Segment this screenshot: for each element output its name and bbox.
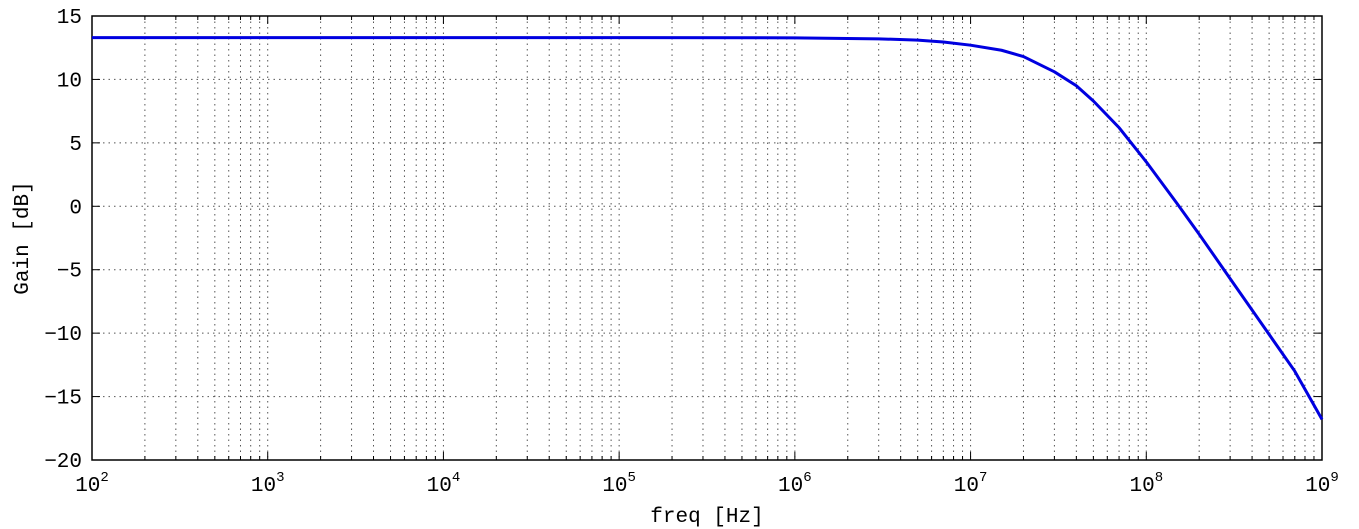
x-tick-labels: 102 103 104 105 106 107 108 109 xyxy=(75,470,1339,498)
y-tick-label: −15 xyxy=(44,388,82,411)
plot-frame xyxy=(91,15,1323,461)
gain-curve xyxy=(92,36,1324,421)
y-tick-label: 5 xyxy=(69,134,82,157)
y-tick-labels: 15 10 5 0 −15 −10 −5 −20 xyxy=(44,7,82,474)
y-tick-label: 15 xyxy=(57,7,82,30)
grid-lines xyxy=(92,16,1322,460)
y-tick-label: −20 xyxy=(44,451,82,474)
x-tick-label: 106 xyxy=(778,470,812,498)
x-tick-label: 104 xyxy=(427,470,461,498)
x-tick-label: 105 xyxy=(602,470,636,498)
y-tick-label: 0 xyxy=(69,197,82,220)
x-tick-label: 107 xyxy=(954,470,988,498)
x-tick-label: 109 xyxy=(1305,470,1339,498)
x-tick-label: 103 xyxy=(251,470,285,498)
y-tick-label: −10 xyxy=(44,324,82,347)
x-tick-label: 108 xyxy=(1129,470,1163,498)
x-axis-label: freq [Hz] xyxy=(650,506,763,529)
series-layer xyxy=(92,36,1324,421)
y-tick-label: −5 xyxy=(57,261,82,284)
x-tick-label: 102 xyxy=(75,470,109,498)
tick-marks xyxy=(91,15,1323,461)
y-tick-label: 10 xyxy=(57,70,82,93)
y-axis-label: Gain [dB] xyxy=(12,181,35,294)
